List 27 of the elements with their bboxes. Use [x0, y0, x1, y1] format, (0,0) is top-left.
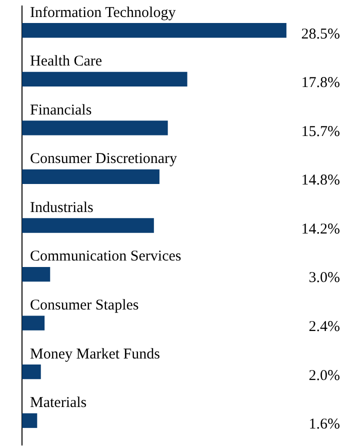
data-label: 2.4% [308, 318, 340, 335]
bar [22, 23, 286, 38]
data-label: 3.0% [308, 270, 340, 286]
y-tick-label: Health Care [30, 54, 102, 70]
bar [22, 316, 45, 330]
data-label: 15.7% [301, 124, 340, 140]
data-label: 17.8% [301, 75, 340, 92]
data-label: 28.5% [301, 26, 340, 42]
data-label: 1.6% [308, 416, 340, 433]
y-tick-label: Consumer Discretionary [30, 151, 178, 168]
data-label: 2.0% [308, 368, 340, 384]
bar [22, 413, 38, 428]
data-label: 14.2% [301, 221, 340, 238]
y-tick-label: Industrials [30, 200, 94, 216]
bar [22, 169, 160, 184]
bar [22, 266, 50, 282]
bar [22, 120, 168, 136]
bar [22, 72, 188, 86]
y-tick-label: Information Technology [30, 4, 176, 21]
y-tick-label: Money Market Funds [30, 346, 160, 362]
y-tick-label: Consumer Staples [30, 297, 139, 314]
data-label: 14.8% [301, 172, 340, 189]
y-tick-label: Materials [30, 395, 87, 412]
y-tick-label: Financials [30, 102, 92, 118]
y-tick-label: Communication Services [30, 248, 182, 265]
bar [22, 364, 41, 380]
bar [22, 218, 154, 233]
